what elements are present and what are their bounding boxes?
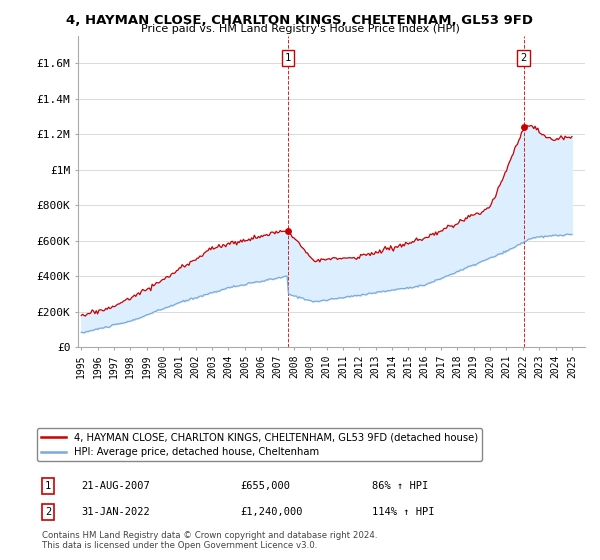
Point [519,123,529,132]
Text: £655,000: £655,000 [240,481,290,491]
Text: 1: 1 [284,53,291,63]
Text: 31-JAN-2022: 31-JAN-2022 [81,507,150,517]
Text: Contains HM Land Registry data © Crown copyright and database right 2024.
This d: Contains HM Land Registry data © Crown c… [42,530,377,550]
Text: 114% ↑ HPI: 114% ↑ HPI [372,507,434,517]
Text: Price paid vs. HM Land Registry's House Price Index (HPI): Price paid vs. HM Land Registry's House … [140,24,460,34]
Text: 2: 2 [520,53,527,63]
Text: 86% ↑ HPI: 86% ↑ HPI [372,481,428,491]
Text: £1,240,000: £1,240,000 [240,507,302,517]
Text: 21-AUG-2007: 21-AUG-2007 [81,481,150,491]
Point [283,226,293,235]
Text: 4, HAYMAN CLOSE, CHARLTON KINGS, CHELTENHAM, GL53 9FD: 4, HAYMAN CLOSE, CHARLTON KINGS, CHELTEN… [67,14,533,27]
Legend: 4, HAYMAN CLOSE, CHARLTON KINGS, CHELTENHAM, GL53 9FD (detached house), HPI: Ave: 4, HAYMAN CLOSE, CHARLTON KINGS, CHELTEN… [37,428,482,461]
Text: 1: 1 [45,481,51,491]
Text: 2: 2 [45,507,51,517]
